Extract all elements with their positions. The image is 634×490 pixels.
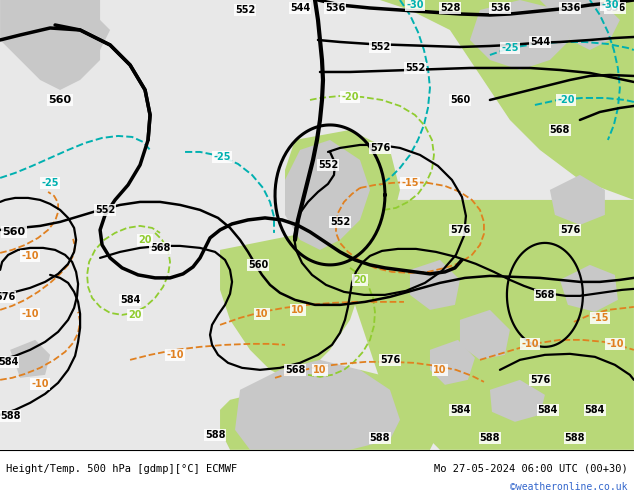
Text: ©weatheronline.co.uk: ©weatheronline.co.uk xyxy=(510,482,628,490)
Polygon shape xyxy=(0,0,634,450)
Text: 576: 576 xyxy=(530,375,550,385)
Text: 576: 576 xyxy=(370,143,390,153)
Text: -15: -15 xyxy=(591,313,609,323)
Text: 568: 568 xyxy=(550,125,570,135)
Text: -25: -25 xyxy=(213,152,231,162)
Polygon shape xyxy=(350,0,634,200)
Polygon shape xyxy=(550,175,605,225)
Text: -25: -25 xyxy=(501,43,519,53)
Text: 560: 560 xyxy=(248,260,268,270)
Polygon shape xyxy=(410,260,460,310)
Text: 584: 584 xyxy=(450,405,470,415)
Text: 588: 588 xyxy=(565,433,585,443)
Polygon shape xyxy=(0,0,634,450)
Text: 552: 552 xyxy=(95,205,115,215)
Text: 10: 10 xyxy=(433,365,447,375)
Text: -10: -10 xyxy=(521,339,539,349)
Polygon shape xyxy=(285,130,400,260)
Text: -10: -10 xyxy=(606,339,624,349)
Text: 584: 584 xyxy=(585,405,605,415)
Text: -10: -10 xyxy=(22,251,39,261)
Text: 552: 552 xyxy=(370,42,390,52)
Text: 544: 544 xyxy=(530,37,550,47)
Polygon shape xyxy=(45,10,110,60)
Polygon shape xyxy=(0,0,220,450)
Polygon shape xyxy=(10,340,50,378)
Text: -25: -25 xyxy=(41,178,59,188)
Text: 536: 536 xyxy=(605,3,625,13)
Text: Mo 27-05-2024 06:00 UTC (00+30): Mo 27-05-2024 06:00 UTC (00+30) xyxy=(434,464,628,474)
Text: 10: 10 xyxy=(291,305,305,315)
Text: 588: 588 xyxy=(205,430,225,440)
Text: -15: -15 xyxy=(401,178,418,188)
Text: 584: 584 xyxy=(538,405,558,415)
Polygon shape xyxy=(235,360,400,450)
Text: 552: 552 xyxy=(318,160,338,170)
Text: 576: 576 xyxy=(380,355,400,365)
Polygon shape xyxy=(220,0,350,80)
Text: 576: 576 xyxy=(0,292,15,302)
Text: 10: 10 xyxy=(256,309,269,319)
Text: 588: 588 xyxy=(370,433,390,443)
Text: 536: 536 xyxy=(490,3,510,13)
Text: 568: 568 xyxy=(150,243,171,253)
Text: 576: 576 xyxy=(450,225,470,235)
Text: -30: -30 xyxy=(406,0,424,10)
Text: 552: 552 xyxy=(330,217,350,227)
Text: -10: -10 xyxy=(31,379,49,389)
Text: 560: 560 xyxy=(49,95,72,105)
Text: 552: 552 xyxy=(405,63,425,73)
Text: 568: 568 xyxy=(534,290,555,300)
Polygon shape xyxy=(540,0,620,50)
Text: 536: 536 xyxy=(325,3,345,13)
Text: -30: -30 xyxy=(601,0,619,10)
Text: -20: -20 xyxy=(341,92,359,102)
Text: 568: 568 xyxy=(285,365,305,375)
Text: 20: 20 xyxy=(353,275,366,285)
Text: 536: 536 xyxy=(560,3,580,13)
Polygon shape xyxy=(430,340,475,385)
Text: 10: 10 xyxy=(313,365,327,375)
Polygon shape xyxy=(470,0,570,70)
Polygon shape xyxy=(220,220,360,380)
Polygon shape xyxy=(560,265,618,312)
Text: 544: 544 xyxy=(290,3,310,13)
Polygon shape xyxy=(220,370,440,450)
Polygon shape xyxy=(350,200,634,450)
Polygon shape xyxy=(0,0,100,90)
Text: 560: 560 xyxy=(3,227,26,237)
Text: -10: -10 xyxy=(166,350,184,360)
Polygon shape xyxy=(310,0,634,180)
Text: Height/Temp. 500 hPa [gdmp][°C] ECMWF: Height/Temp. 500 hPa [gdmp][°C] ECMWF xyxy=(6,464,237,474)
Text: -20: -20 xyxy=(557,95,574,105)
Text: 576: 576 xyxy=(560,225,580,235)
Text: 552: 552 xyxy=(235,5,255,15)
Text: 584: 584 xyxy=(120,295,140,305)
Polygon shape xyxy=(200,0,634,450)
Text: 560: 560 xyxy=(450,95,470,105)
Text: -10: -10 xyxy=(22,309,39,319)
Text: 20: 20 xyxy=(128,310,142,320)
Text: 588: 588 xyxy=(480,433,500,443)
Polygon shape xyxy=(460,310,510,360)
Text: 588: 588 xyxy=(0,411,20,421)
Text: 20: 20 xyxy=(138,235,152,245)
Polygon shape xyxy=(285,140,370,250)
Text: 528: 528 xyxy=(440,3,460,13)
Text: 584: 584 xyxy=(0,357,18,367)
Polygon shape xyxy=(490,380,545,422)
